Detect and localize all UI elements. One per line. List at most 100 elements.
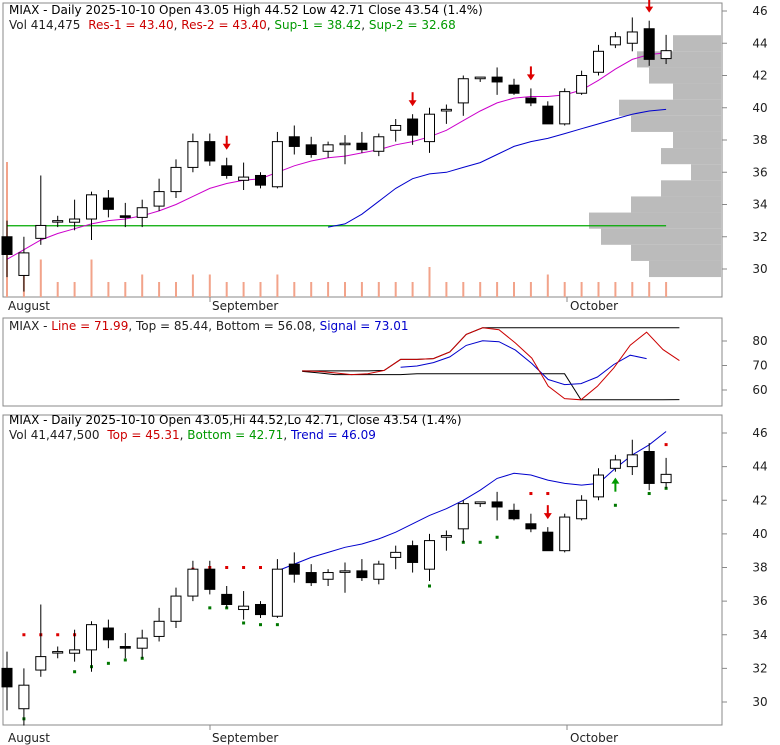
y-tick-label: 42 [752, 493, 767, 507]
volume-bar [580, 282, 583, 297]
volume-bar [276, 274, 279, 297]
candle-body [170, 595, 182, 622]
y-tick-label: 36 [752, 594, 767, 608]
x-label-october: October [570, 299, 618, 313]
y-tick-label: 34 [752, 628, 767, 642]
volume-bar [597, 282, 600, 297]
candle-body [119, 215, 131, 218]
candle-body [35, 656, 47, 671]
candle-body [238, 176, 250, 181]
y-tick-label: 40 [752, 527, 767, 541]
trend-header-line2: Vol 41,447,500 Top = 45.31, Bottom = 42.… [9, 428, 376, 442]
sell-arrow-head [526, 74, 535, 81]
y-tick-label: 42 [752, 69, 767, 83]
candle-body [424, 113, 435, 143]
signal-line [400, 340, 647, 386]
trend-panel: 46 44 42 40 38 36 34 32 30 MIAX - Daily 2025-10-… [1, 413, 768, 726]
candle-body [1, 236, 13, 255]
resistance-dot [664, 443, 668, 447]
candle-body [390, 124, 402, 131]
volume-bar [631, 282, 634, 297]
oscillator-header: MIAX - Line = 71.99, Top = 85.44, Bottom… [9, 319, 409, 333]
volume-bar [242, 282, 245, 297]
ma-short-line [6, 52, 667, 260]
volume-profile-bar [631, 244, 721, 261]
ma-long-line [328, 108, 667, 228]
y-tick-label: 70 [752, 359, 767, 373]
volume-bar [665, 282, 668, 297]
candle-body [170, 166, 182, 193]
resistance-dot [529, 492, 533, 496]
x-label-october-2: October [570, 731, 618, 745]
candle-body [52, 651, 64, 654]
volume-bar [39, 259, 42, 297]
volume-bar [90, 259, 93, 297]
volume-profile-bar [649, 260, 721, 278]
volume-bar [175, 282, 177, 297]
candle-body [626, 31, 638, 44]
volume-profile-bar [661, 180, 721, 197]
volume-profile-bar [673, 131, 721, 149]
volume-profile-bar [631, 115, 721, 132]
candle-body [593, 50, 604, 73]
candle-body [339, 142, 351, 146]
candle-body [305, 572, 317, 584]
volume-profile-bar [649, 67, 721, 84]
candle-body [356, 570, 368, 579]
volume-bar [73, 282, 76, 297]
volume-bar [513, 282, 515, 297]
candle-body [609, 36, 621, 46]
candle-body [69, 218, 81, 223]
volume-profile-bar [601, 228, 721, 245]
support-dot [478, 540, 482, 544]
candle-body [525, 97, 537, 104]
volume-profile-bar [589, 212, 721, 229]
x-label-september-2: September [212, 731, 278, 745]
candle-body [86, 194, 97, 220]
x-label-september: September [212, 299, 278, 313]
candle-body [356, 142, 368, 151]
trend-trend-label: Trend = 46.09 [290, 428, 376, 442]
sell-arrow-head [222, 143, 231, 150]
candle-body [424, 540, 435, 570]
candle-body [187, 141, 199, 168]
candle-body [221, 165, 233, 176]
candle-body [407, 118, 419, 136]
support-dot [106, 661, 110, 665]
y-tick-label: 80 [752, 334, 767, 348]
candle-body [643, 28, 655, 60]
candle-body [305, 144, 317, 156]
y-tick-label: 60 [752, 383, 767, 397]
candle-body [69, 649, 81, 654]
y-tick-label: 38 [752, 561, 767, 575]
y-tick-label: 44 [752, 36, 767, 50]
volume-bar [496, 282, 499, 297]
trend-candles [1, 439, 672, 726]
candle-body [576, 75, 588, 94]
y-tick-label: 32 [752, 661, 767, 675]
bottom-band-line [302, 370, 680, 401]
candle-body [288, 136, 300, 147]
trend-y-axis: 46 44 42 40 38 36 34 32 30 [722, 426, 768, 709]
volume-bar [360, 282, 363, 297]
volume-bar [158, 282, 161, 297]
trend-vol-label: Vol 41,447,500 [9, 428, 99, 442]
volume-bar [394, 282, 397, 297]
trend-bottom-label: Bottom = 42.71 [187, 428, 283, 442]
support-dot [208, 606, 212, 610]
volume-bar [259, 282, 262, 297]
candle-body [457, 503, 469, 530]
top-band-line [302, 327, 680, 372]
y-tick-label: 46 [752, 426, 767, 440]
trend-top-label: Top = 45.31 [106, 428, 179, 442]
candle-body [373, 563, 385, 580]
candle-body [559, 91, 571, 125]
candle-body [136, 637, 148, 649]
candle-body [255, 603, 266, 616]
candle-body [238, 605, 250, 611]
volume-profile-bar [691, 164, 721, 181]
sup1-label: Sup-1 = 38.42 [274, 18, 361, 32]
candle-body [525, 523, 537, 530]
volume-bar [124, 282, 127, 297]
sell-arrow-head [408, 100, 417, 107]
